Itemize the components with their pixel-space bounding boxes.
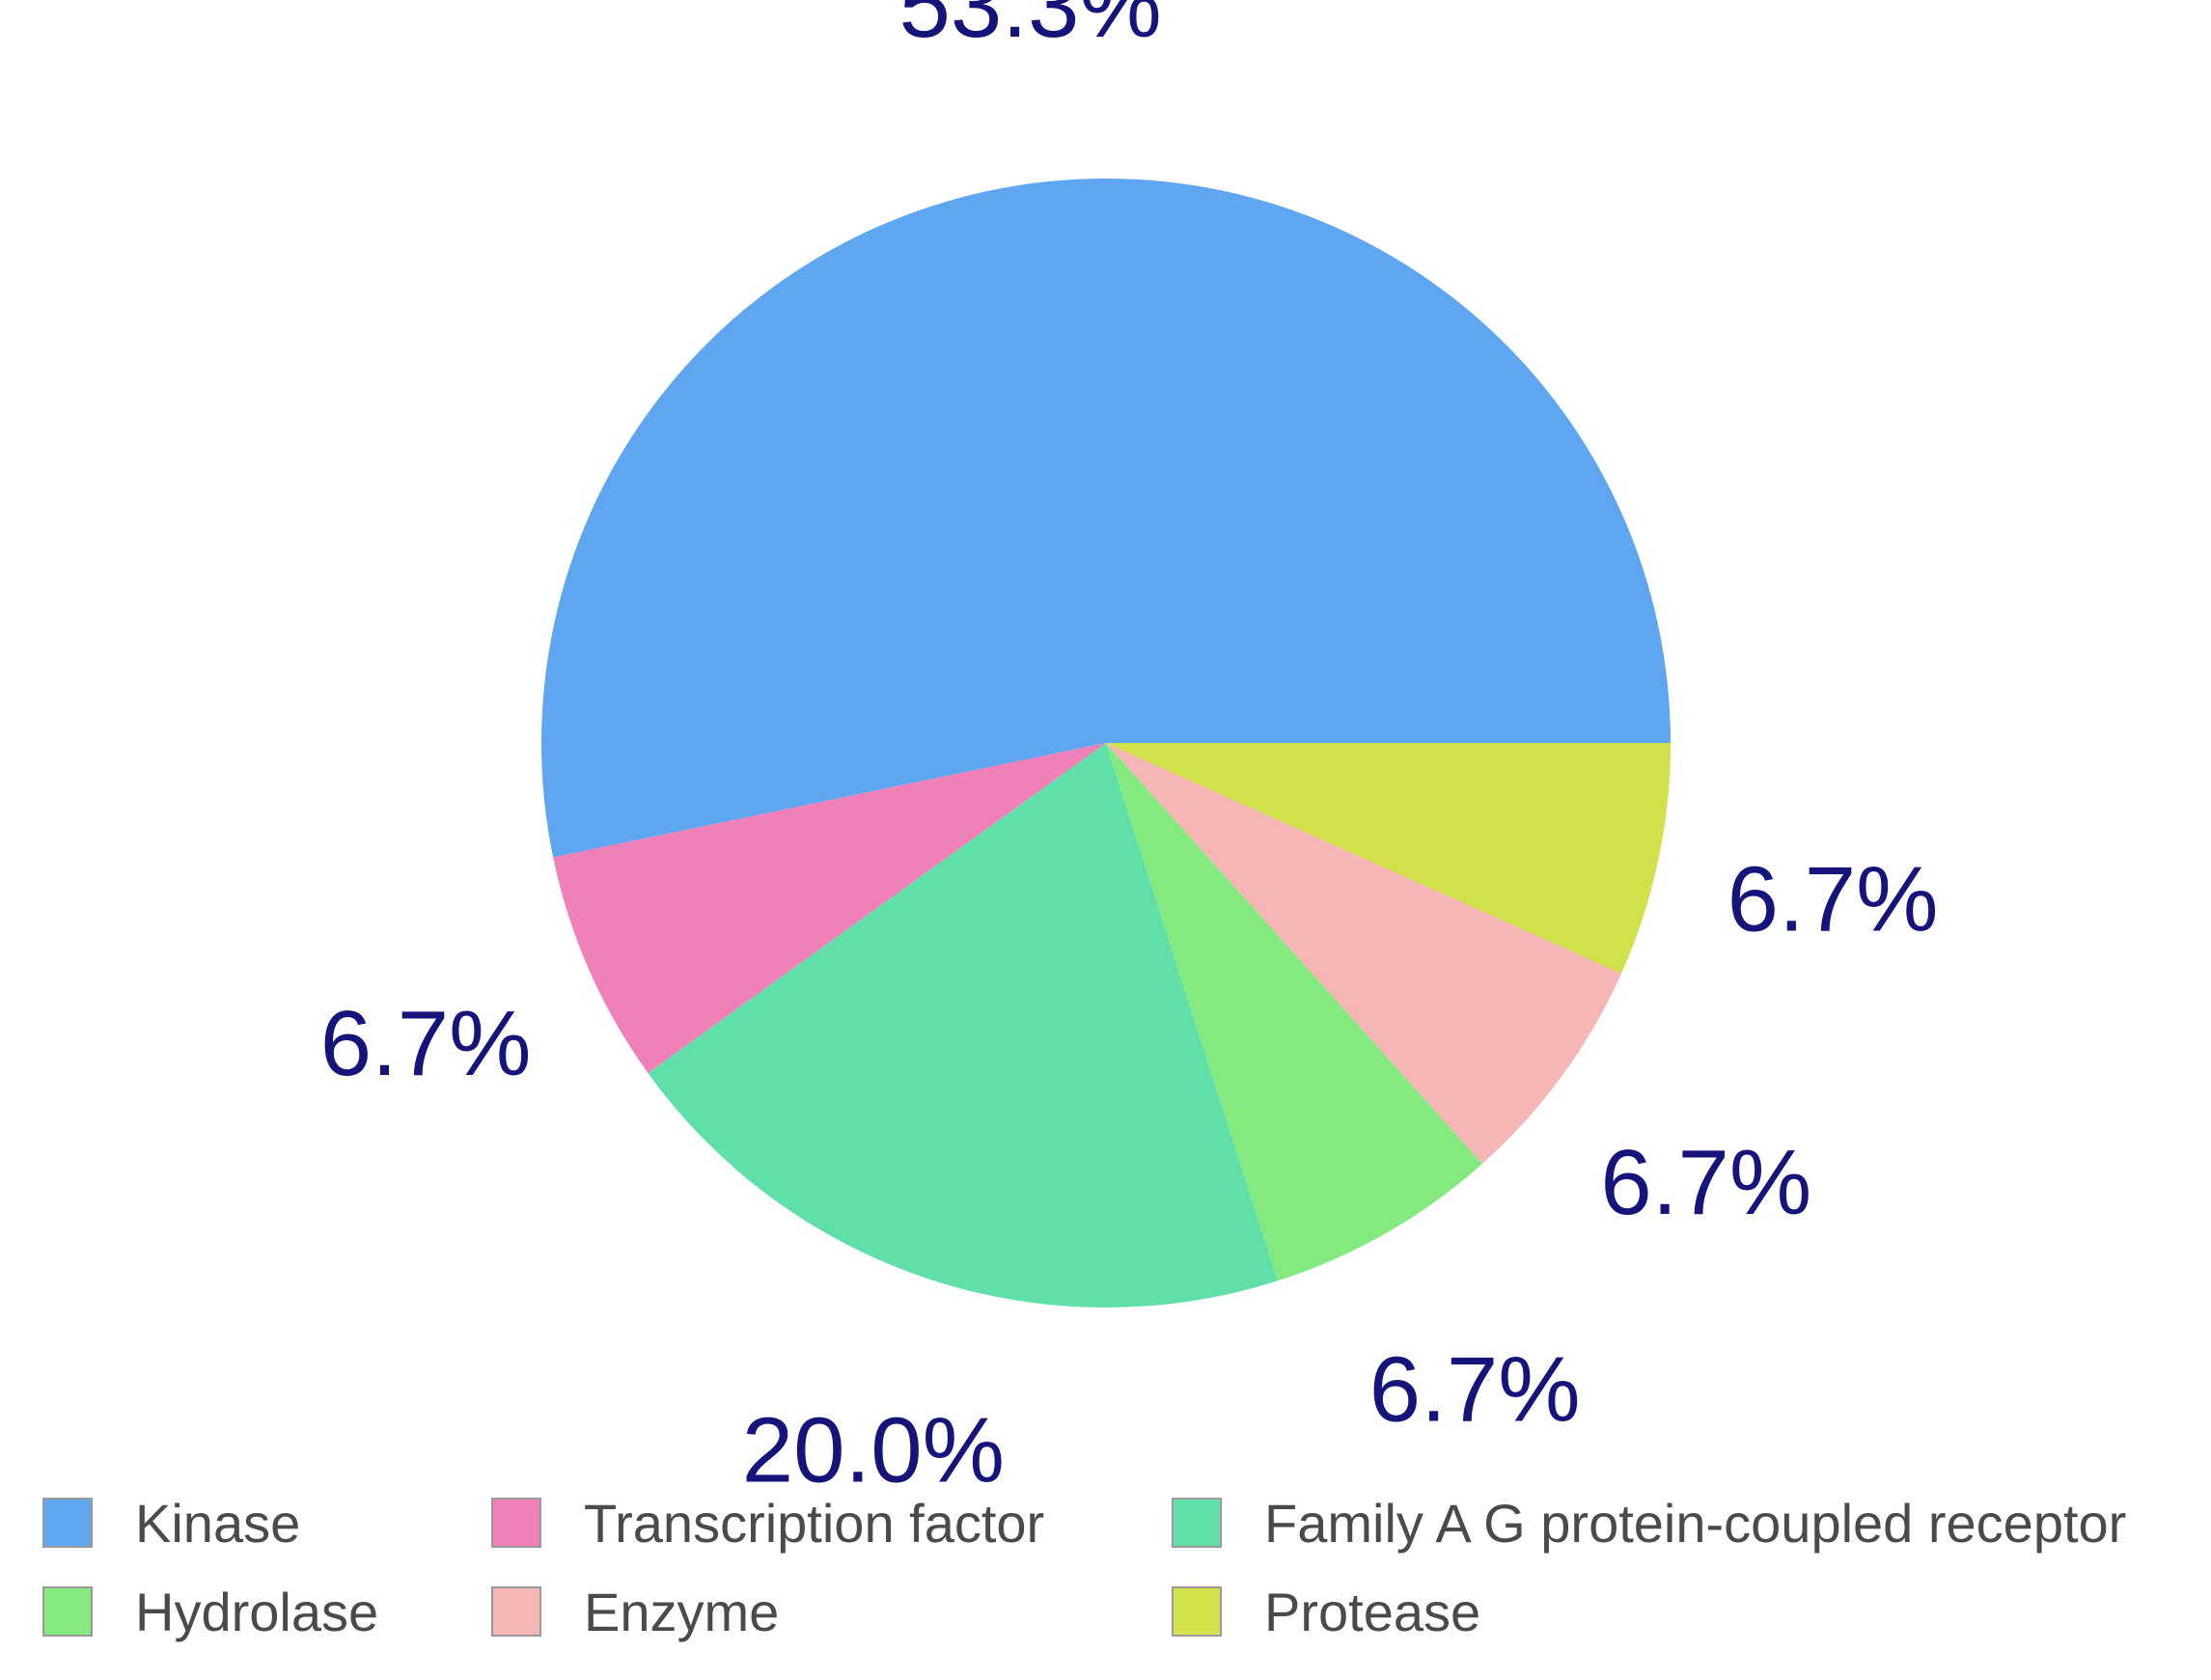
legend-item-protease: Protease bbox=[1172, 1582, 1480, 1642]
legend-swatch-family-a-g-protein-coupled-receptor bbox=[1172, 1498, 1222, 1548]
legend-label-hydrolase: Hydrolase bbox=[135, 1582, 378, 1642]
percent-label-enzyme: 6.7% bbox=[1600, 1131, 1811, 1234]
legend-item-kinase: Kinase bbox=[42, 1493, 300, 1554]
legend-item-family-a-g-protein-coupled-receptor: Family A G protein-coupled receptor bbox=[1172, 1493, 2126, 1554]
percent-label-protease: 6.7% bbox=[1727, 848, 1939, 951]
legend-item-enzyme: Enzyme bbox=[491, 1582, 779, 1642]
legend-label-transcription-factor: Transcription factor bbox=[584, 1493, 1044, 1554]
percent-label-hydrolase: 6.7% bbox=[1369, 1337, 1581, 1441]
pie-slice-family-a-g-protein-coupled-receptor bbox=[648, 743, 1278, 1308]
pie-slices bbox=[540, 178, 1671, 1308]
legend-item-transcription-factor: Transcription factor bbox=[491, 1493, 1044, 1554]
legend-label-protease: Protease bbox=[1264, 1582, 1480, 1642]
legend-swatch-hydrolase bbox=[42, 1586, 93, 1637]
legend-label-enzyme: Enzyme bbox=[584, 1582, 779, 1642]
pie-slice-enzyme bbox=[1106, 743, 1622, 1165]
chart-legend: Kinase Transcription factor Family A G pro… bbox=[42, 1493, 2126, 1642]
pie-slice-protease bbox=[1106, 743, 1671, 974]
percent-label-kinase: 53.3% bbox=[898, 0, 1161, 57]
legend-swatch-transcription-factor bbox=[491, 1498, 541, 1548]
pie-percent-labels: 53.3%6.7%20.0%6.7%6.7%6.7% bbox=[320, 0, 1939, 1501]
legend-swatch-kinase bbox=[42, 1498, 93, 1548]
pie-slice-hydrolase bbox=[1106, 743, 1482, 1281]
legend-label-kinase: Kinase bbox=[135, 1493, 300, 1554]
legend-label-family-a-g-protein-coupled-receptor: Family A G protein-coupled receptor bbox=[1264, 1493, 2126, 1554]
legend-item-hydrolase: Hydrolase bbox=[42, 1582, 378, 1642]
legend-swatch-protease bbox=[1172, 1586, 1222, 1637]
percent-label-family-a-g-protein-coupled-receptor: 20.0% bbox=[742, 1398, 1005, 1501]
legend-swatch-enzyme bbox=[491, 1586, 541, 1637]
pie-slice-kinase bbox=[540, 178, 1671, 858]
pie-slice-transcription-factor bbox=[553, 743, 1106, 1074]
percent-label-transcription-factor: 6.7% bbox=[320, 992, 532, 1095]
